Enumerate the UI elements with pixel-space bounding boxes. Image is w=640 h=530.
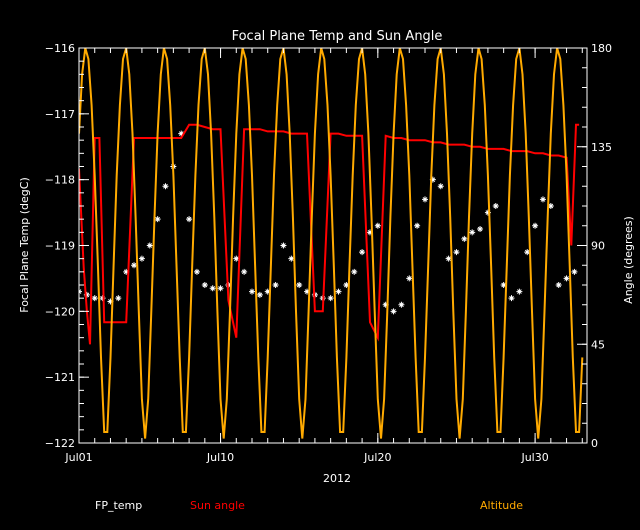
fp-temp-point	[422, 196, 429, 203]
fp-temp-point	[461, 235, 468, 242]
fp-temp-point	[233, 255, 240, 262]
fp-temp-point	[445, 255, 452, 262]
fp-temp-point	[429, 176, 436, 183]
fp-temp-point	[83, 291, 90, 298]
fp-temp-point	[508, 295, 515, 302]
left-tick-label-3: −119	[45, 240, 75, 253]
left-tick-label-0: −116	[45, 42, 75, 55]
fp-temp-point	[288, 255, 295, 262]
fp-temp-point	[516, 288, 523, 295]
x-tick-label-0: Jul01	[64, 451, 92, 464]
left-tick-label-6: −122	[45, 437, 75, 450]
fp-temp-point	[547, 203, 554, 209]
series-sun-angle	[79, 123, 580, 345]
left-tick-label-2: −118	[45, 174, 75, 187]
fp-temp-point	[524, 249, 531, 256]
legend-item-sun-angle: Sun angle	[190, 499, 245, 512]
chart-title: Focal Plane Temp and Sun Angle	[232, 29, 443, 44]
fp-temp-point	[414, 222, 421, 229]
fp-temp-point	[201, 282, 208, 288]
fp-temp-point	[390, 308, 397, 315]
fp-temp-point	[532, 222, 539, 229]
fp-temp-point	[563, 275, 570, 282]
fp-temp-point	[217, 285, 224, 292]
right-tick-label-2: 90	[591, 240, 605, 253]
legend-item-fp-temp: FP_temp	[95, 499, 142, 512]
right-axis: 180 135 90 45 0	[577, 42, 612, 450]
fp-temp-point	[131, 262, 138, 269]
fp-temp-point	[343, 282, 350, 288]
fp-temp-point	[335, 288, 342, 295]
fp-temp-point	[304, 288, 311, 295]
left-tick-label-1: −117	[45, 108, 75, 121]
x-tick-label-2: Jul20	[363, 451, 391, 464]
fp-temp-point	[249, 288, 256, 295]
fp-temp-point	[539, 196, 546, 203]
fp-temp-point	[366, 229, 373, 236]
fp-temp-point	[123, 268, 130, 275]
fp-temp-point	[406, 275, 413, 282]
fp-temp-point	[484, 209, 491, 216]
series-fp-temp	[79, 130, 578, 315]
fp-temp-point	[272, 282, 279, 288]
fp-temp-point	[492, 203, 499, 209]
fp-temp-point	[453, 249, 460, 256]
right-tick-label-0: 180	[591, 42, 612, 55]
fp-temp-point	[469, 229, 476, 236]
fp-temp-point	[146, 242, 153, 249]
fp-temp-point	[256, 291, 263, 298]
fp-temp-point	[91, 295, 98, 302]
series-layer	[79, 48, 584, 439]
right-tick-label-1: 135	[591, 141, 612, 154]
left-tick-label-5: −121	[45, 371, 75, 384]
x-tick-label-1: Jul10	[206, 451, 234, 464]
series-altitude	[79, 48, 584, 439]
fp-temp-point	[138, 255, 145, 262]
x-tick-label-3: Jul30	[520, 451, 548, 464]
x-axis: Jul01 Jul10 Jul20 Jul30	[64, 48, 583, 464]
fp-temp-point	[280, 242, 287, 249]
right-tick-label-3: 45	[591, 338, 605, 351]
fp-temp-point	[477, 226, 484, 233]
y-axis-label-left: Focal Plane Temp (degC)	[18, 177, 31, 312]
fp-temp-point	[178, 130, 185, 137]
legend: FP_temp Sun angle Altitude	[95, 499, 523, 512]
fp-temp-point	[327, 295, 334, 302]
fp-temp-point	[154, 216, 161, 223]
fp-temp-point	[193, 268, 200, 275]
fp-temp-point	[186, 216, 193, 223]
fp-temp-point	[571, 268, 578, 275]
fp-temp-point	[351, 268, 358, 275]
right-tick-label-4: 0	[591, 437, 598, 450]
legend-item-altitude: Altitude	[480, 499, 523, 512]
left-tick-label-4: −120	[45, 305, 75, 318]
fp-temp-point	[162, 183, 169, 190]
fp-temp-point	[264, 288, 271, 295]
fp-temp-point	[382, 301, 389, 308]
fp-temp-point	[398, 301, 405, 308]
fp-temp-point	[555, 282, 562, 288]
fp-temp-point	[500, 282, 507, 288]
fp-temp-point	[437, 183, 444, 190]
fp-temp-point	[359, 249, 366, 256]
fp-temp-point	[209, 285, 216, 292]
fp-temp-point	[374, 222, 381, 229]
left-axis: −116 −117 −118 −119 −120 −121 −122	[45, 42, 89, 450]
fp-temp-point	[115, 295, 122, 302]
fp-temp-point	[107, 298, 114, 305]
fp-temp-point	[241, 268, 248, 275]
fp-temp-point	[296, 282, 303, 288]
y-axis-label-right: Angle (degrees)	[622, 216, 635, 304]
x-axis-label: 2012	[323, 472, 351, 485]
